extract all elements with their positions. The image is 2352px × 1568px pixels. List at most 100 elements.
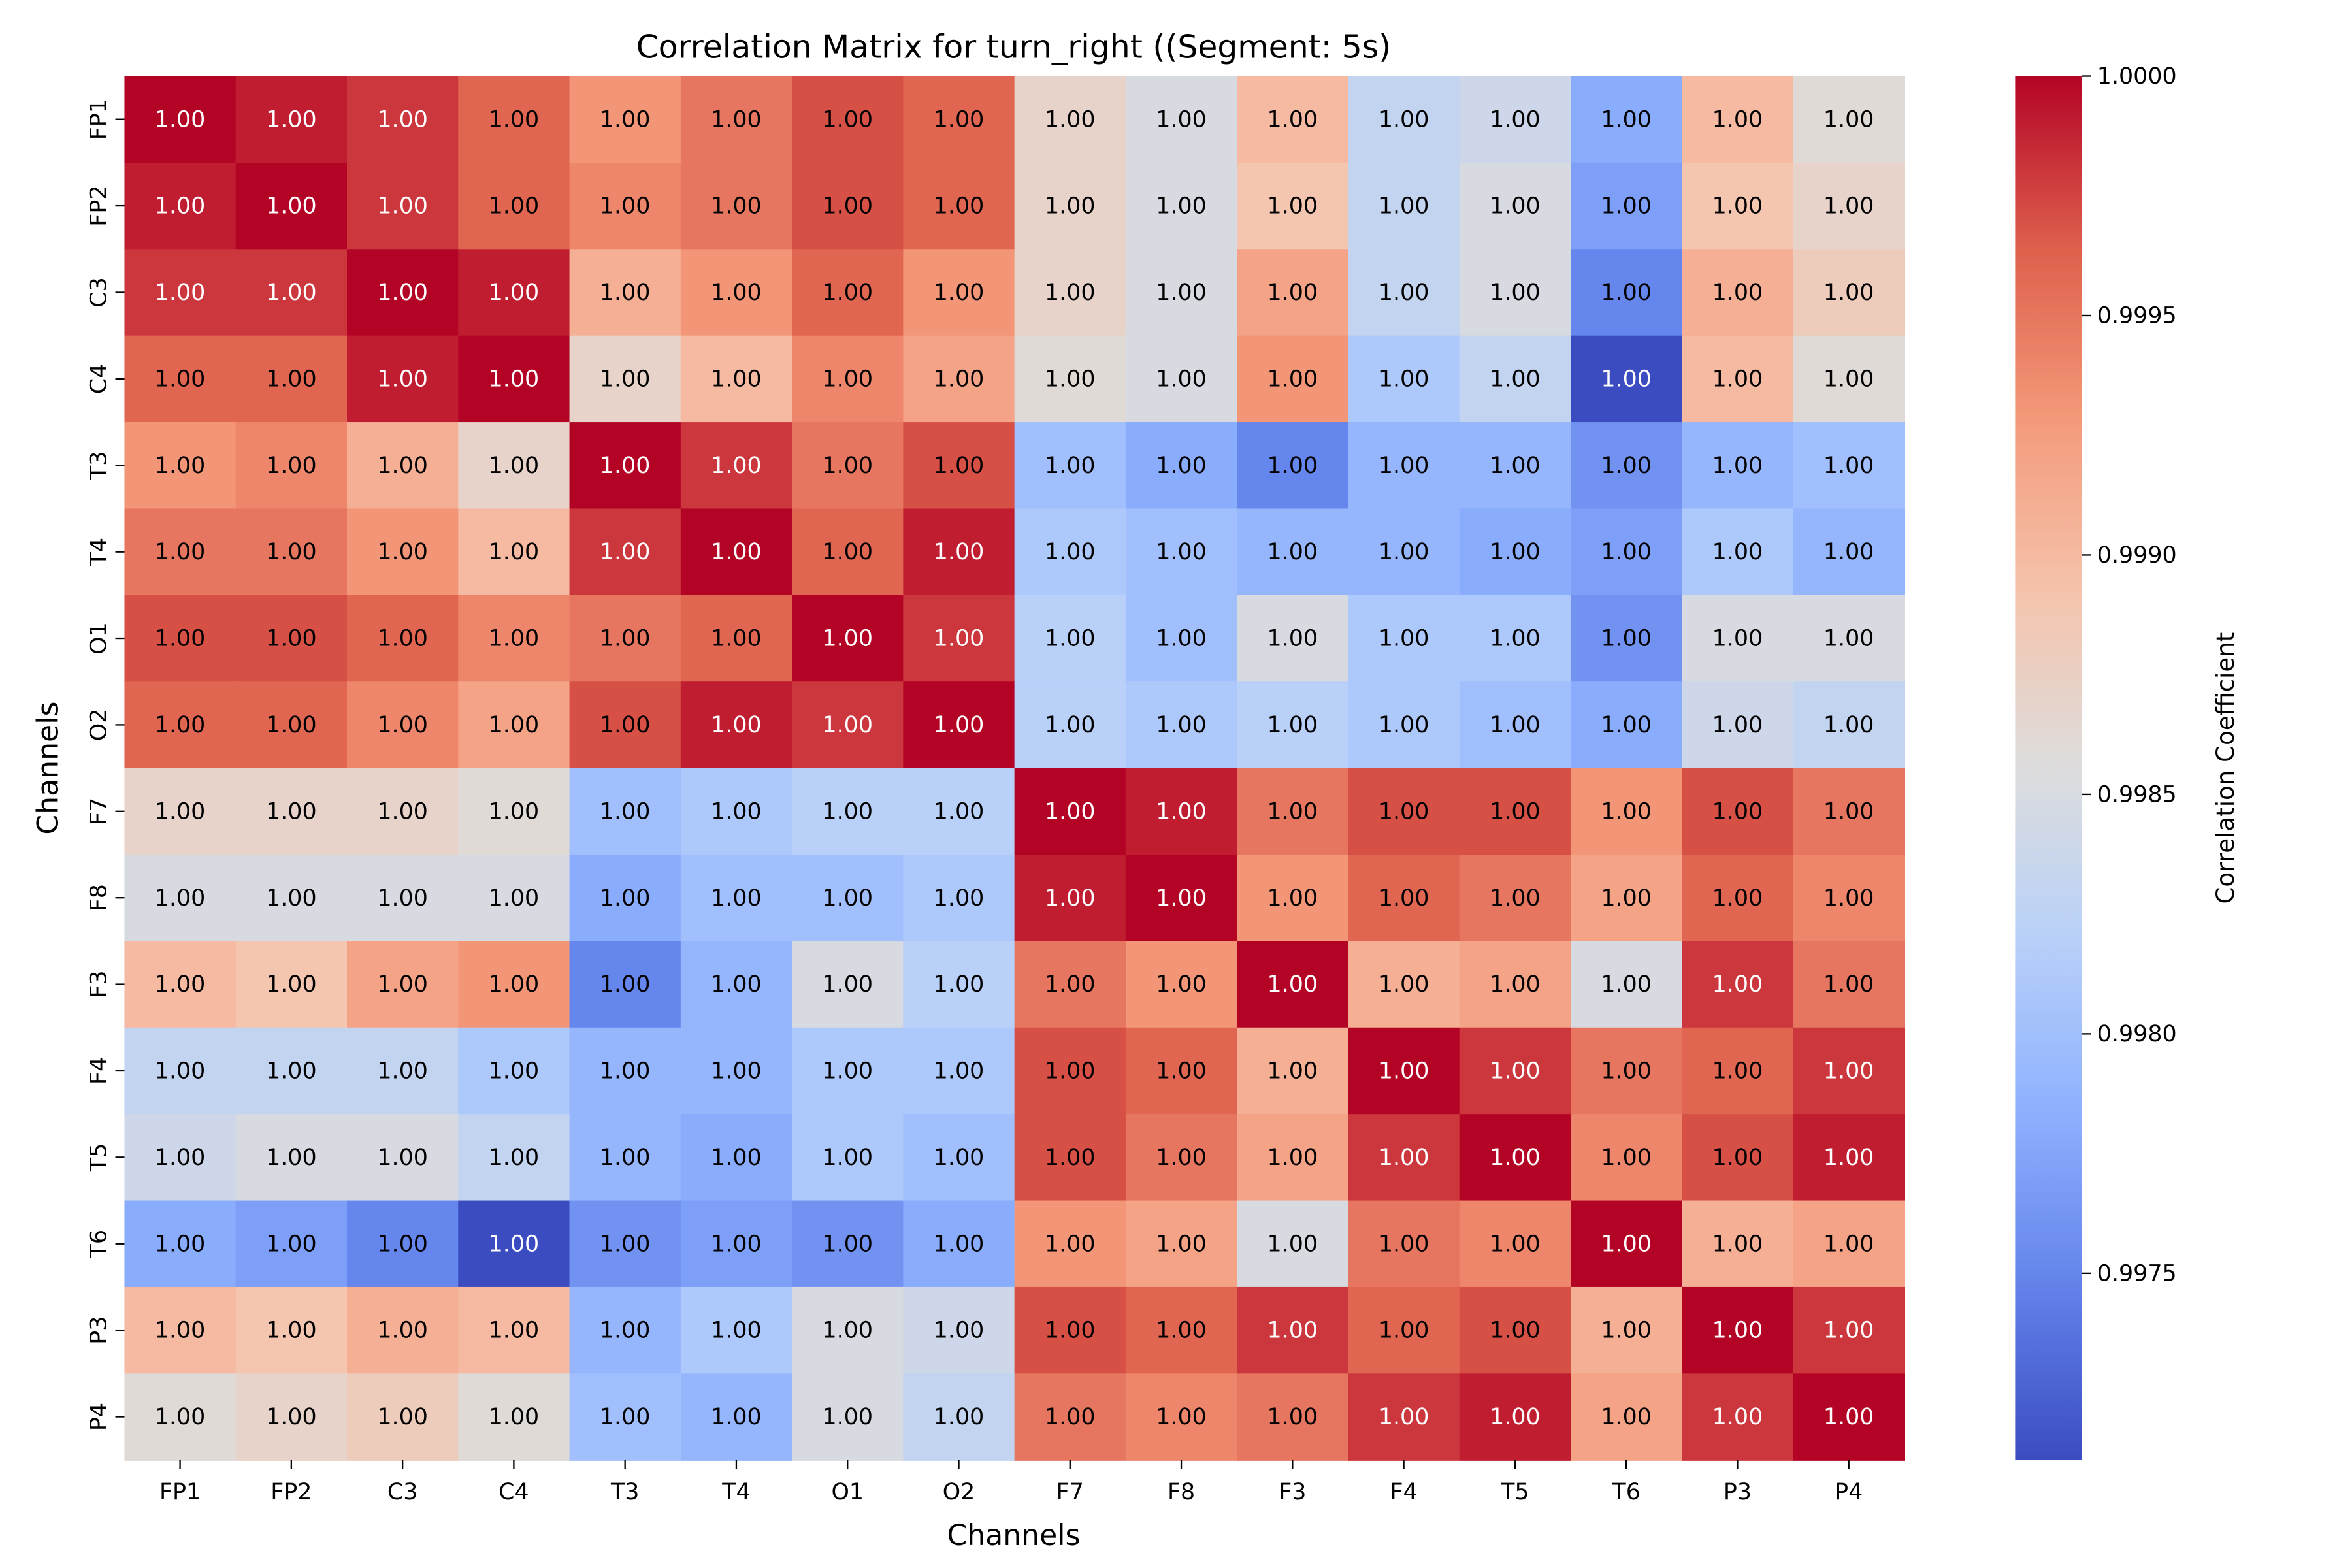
heatmap-cell bbox=[347, 1027, 459, 1115]
heatmap-cell bbox=[1682, 1286, 1794, 1375]
cell-annotation: 1.00 bbox=[489, 972, 540, 998]
heatmap-cell bbox=[1793, 162, 1905, 250]
cell-annotation: 1.00 bbox=[822, 366, 873, 392]
cell-annotation: 1.00 bbox=[934, 885, 985, 911]
cell-annotation: 1.00 bbox=[1267, 453, 1318, 479]
x-tick-label: F7 bbox=[1056, 1479, 1084, 1505]
heatmap-cell bbox=[458, 249, 570, 336]
cell-annotation: 1.00 bbox=[377, 885, 428, 911]
heatmap-cell bbox=[792, 1373, 904, 1461]
cell-annotation: 1.00 bbox=[1156, 885, 1207, 911]
heatmap-cell bbox=[124, 422, 237, 510]
heatmap-cell bbox=[1125, 1114, 1238, 1201]
cell-annotation: 1.00 bbox=[1712, 1058, 1763, 1085]
cell-annotation: 1.00 bbox=[1156, 712, 1207, 738]
cell-annotation: 1.00 bbox=[1379, 1318, 1429, 1344]
y-tick-label: T6 bbox=[86, 1230, 112, 1258]
x-tick-label: F3 bbox=[1279, 1479, 1306, 1505]
heatmap-cell bbox=[347, 76, 459, 164]
cell-annotation: 1.00 bbox=[1379, 1058, 1429, 1085]
cell-annotation: 1.00 bbox=[1490, 1058, 1541, 1085]
heatmap-cell bbox=[569, 1200, 681, 1288]
heatmap-cell bbox=[1125, 941, 1238, 1028]
cell-annotation: 1.00 bbox=[1045, 106, 1096, 133]
x-tick-label: T3 bbox=[610, 1479, 639, 1505]
cell-annotation: 1.00 bbox=[155, 106, 206, 133]
heatmap-cell bbox=[1348, 681, 1460, 769]
cell-annotation: 1.00 bbox=[377, 1318, 428, 1344]
cell-annotation: 1.00 bbox=[1490, 453, 1541, 479]
heatmap-cell bbox=[235, 941, 348, 1028]
cell-annotation: 1.00 bbox=[1712, 539, 1763, 565]
heatmap-cell bbox=[458, 1286, 570, 1375]
heatmap-cell bbox=[124, 768, 237, 856]
heatmap-cell bbox=[680, 76, 793, 164]
cell-annotation: 1.00 bbox=[155, 366, 206, 392]
cell-annotation: 1.00 bbox=[1045, 1145, 1096, 1171]
heatmap-cell bbox=[1682, 1114, 1794, 1201]
cell-annotation: 1.00 bbox=[489, 712, 540, 738]
heatmap-cell bbox=[458, 1027, 570, 1115]
heatmap-cell bbox=[792, 508, 904, 596]
heatmap-cell bbox=[903, 1027, 1015, 1115]
colorbar bbox=[2015, 76, 2082, 1460]
heatmap-cell bbox=[792, 162, 904, 250]
heatmap-cell bbox=[347, 595, 459, 683]
heatmap-cell bbox=[1237, 162, 1349, 250]
cell-annotation: 1.00 bbox=[489, 539, 540, 565]
heatmap-cell bbox=[1571, 855, 1683, 942]
cell-annotation: 1.00 bbox=[934, 1404, 985, 1430]
cell-annotation: 1.00 bbox=[155, 1145, 206, 1171]
heatmap-cell bbox=[1125, 76, 1238, 164]
cell-annotation: 1.00 bbox=[155, 1318, 206, 1344]
heatmap-cell bbox=[1348, 1200, 1460, 1288]
heatmap-cell bbox=[1793, 249, 1905, 336]
x-tick-label: FP1 bbox=[159, 1479, 201, 1505]
heatmap-cell bbox=[903, 941, 1015, 1028]
heatmap-cell bbox=[1571, 1373, 1683, 1461]
heatmap-cell bbox=[680, 162, 793, 250]
cell-annotation: 1.00 bbox=[600, 798, 651, 825]
cell-annotation: 1.00 bbox=[711, 1231, 762, 1257]
heatmap-cell bbox=[1348, 508, 1460, 596]
heatmap-cell bbox=[1459, 335, 1572, 423]
cell-annotation: 1.00 bbox=[1712, 1404, 1763, 1430]
heatmap-cell bbox=[458, 1200, 570, 1288]
heatmap-cell bbox=[903, 76, 1015, 164]
cell-annotation: 1.00 bbox=[1712, 366, 1763, 392]
cell-annotation: 1.00 bbox=[1712, 1145, 1763, 1171]
cell-annotation: 1.00 bbox=[377, 798, 428, 825]
cell-annotation: 1.00 bbox=[1045, 366, 1096, 392]
cell-annotation: 1.00 bbox=[1823, 798, 1874, 825]
heatmap-cell bbox=[235, 508, 348, 596]
heatmap-cell bbox=[235, 1200, 348, 1288]
heatmap-cell bbox=[1125, 1200, 1238, 1288]
cell-annotation: 1.00 bbox=[1267, 106, 1318, 133]
heatmap-cell bbox=[792, 1114, 904, 1201]
cell-annotation: 1.00 bbox=[1267, 798, 1318, 825]
x-tick-label: C3 bbox=[387, 1479, 417, 1505]
heatmap-cell bbox=[1571, 1200, 1683, 1288]
cell-annotation: 1.00 bbox=[1601, 626, 1652, 652]
cell-annotation: 1.00 bbox=[1156, 106, 1207, 133]
heatmap-cell bbox=[1125, 508, 1238, 596]
cell-annotation: 1.00 bbox=[489, 366, 540, 392]
heatmap-cell bbox=[569, 595, 681, 683]
cell-annotation: 1.00 bbox=[1379, 280, 1429, 306]
heatmap-cell bbox=[1459, 508, 1572, 596]
heatmap-cell bbox=[680, 1200, 793, 1288]
heatmap-cell bbox=[792, 681, 904, 769]
cell-annotation: 1.00 bbox=[1379, 712, 1429, 738]
heatmap-cell bbox=[235, 768, 348, 856]
cell-annotation: 1.00 bbox=[1601, 712, 1652, 738]
heatmap-cell bbox=[347, 768, 459, 856]
cell-annotation: 1.00 bbox=[711, 193, 762, 220]
heatmap-cell bbox=[1237, 335, 1349, 423]
cell-annotation: 1.00 bbox=[1156, 626, 1207, 652]
heatmap-cell bbox=[1571, 76, 1683, 164]
cell-annotation: 1.00 bbox=[1156, 193, 1207, 220]
heatmap-cell bbox=[1125, 595, 1238, 683]
cell-annotation: 1.00 bbox=[1267, 1231, 1318, 1257]
heatmap-cell bbox=[569, 162, 681, 250]
heatmap-cell bbox=[792, 941, 904, 1028]
